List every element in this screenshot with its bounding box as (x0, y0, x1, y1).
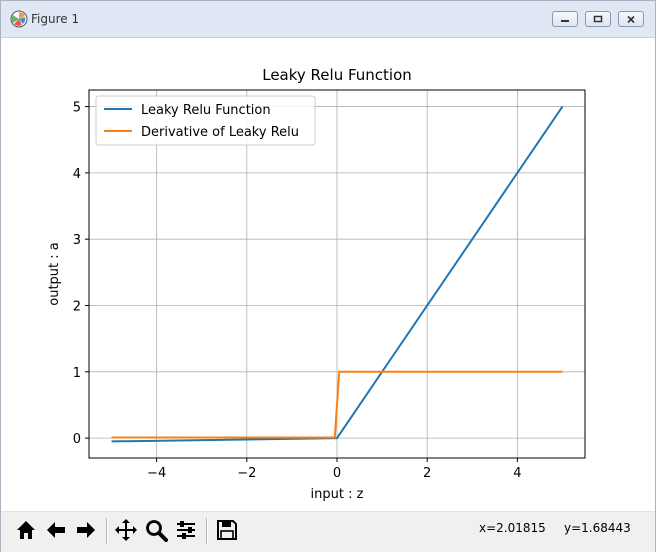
x-coordinate-readout: x=2.01815 (479, 521, 546, 535)
toolbar-separator (206, 518, 208, 544)
y-tick-label: 1 (73, 366, 81, 381)
y-tick-label: 3 (73, 233, 81, 248)
y-tick-label: 0 (73, 432, 81, 447)
x-tick-label: −2 (237, 466, 256, 481)
back-button[interactable] (42, 516, 70, 544)
minimize-button[interactable] (552, 11, 578, 27)
forward-arrow-icon (77, 522, 95, 538)
subplots-button[interactable] (172, 516, 200, 544)
y-tick-label: 5 (73, 101, 81, 116)
maximize-button[interactable] (585, 11, 611, 27)
zoom-button[interactable] (142, 516, 170, 544)
chart[interactable]: −4 −2 0 2 4 0 1 2 3 4 5 Leaky Relu Function input … (1, 38, 655, 511)
home-button[interactable] (12, 516, 40, 544)
figure-canvas[interactable]: −4 −2 0 2 4 0 1 2 3 4 5 Leaky Relu Function input … (1, 38, 655, 511)
x-tick-label: 4 (513, 466, 521, 481)
series-line-1 (111, 106, 564, 443)
legend-entry: Derivative of Leaky Relu (141, 125, 299, 140)
x-tick-label: −4 (147, 466, 166, 481)
save-icon (217, 520, 237, 540)
x-tick-label: 2 (423, 466, 431, 481)
restore-icon (593, 15, 603, 23)
x-axis-label: input : z (311, 487, 364, 502)
pan-button[interactable] (112, 516, 140, 544)
legend: Leaky Relu Function Derivative of Leaky R… (95, 95, 316, 146)
save-button[interactable] (213, 516, 241, 544)
pan-icon (115, 519, 137, 541)
series-line-2 (111, 370, 563, 439)
forward-button[interactable] (72, 516, 100, 544)
y-axis-label: output : a (47, 242, 62, 306)
subplots-icon (177, 521, 195, 539)
zoom-icon (146, 520, 168, 542)
close-icon (627, 15, 635, 23)
title-bar[interactable]: Figure 1 (1, 1, 655, 38)
x-tick-label: 0 (333, 466, 341, 481)
toolbar-separator (106, 518, 108, 544)
y-tick-label: 2 (73, 299, 81, 314)
y-tick-label: 4 (73, 167, 81, 182)
legend-box (95, 95, 316, 146)
home-icon (17, 521, 35, 539)
back-arrow-icon (47, 522, 65, 538)
window-title: Figure 1 (31, 12, 80, 26)
chart-title: Leaky Relu Function (262, 66, 412, 84)
minimize-icon (561, 20, 569, 22)
navigation-toolbar: x=2.01815 y=1.68443 (1, 511, 655, 552)
legend-entry: Leaky Relu Function (141, 103, 271, 118)
close-button[interactable] (618, 11, 644, 27)
matplotlib-logo-icon (10, 10, 28, 28)
y-coordinate-readout: y=1.68443 (564, 521, 631, 535)
